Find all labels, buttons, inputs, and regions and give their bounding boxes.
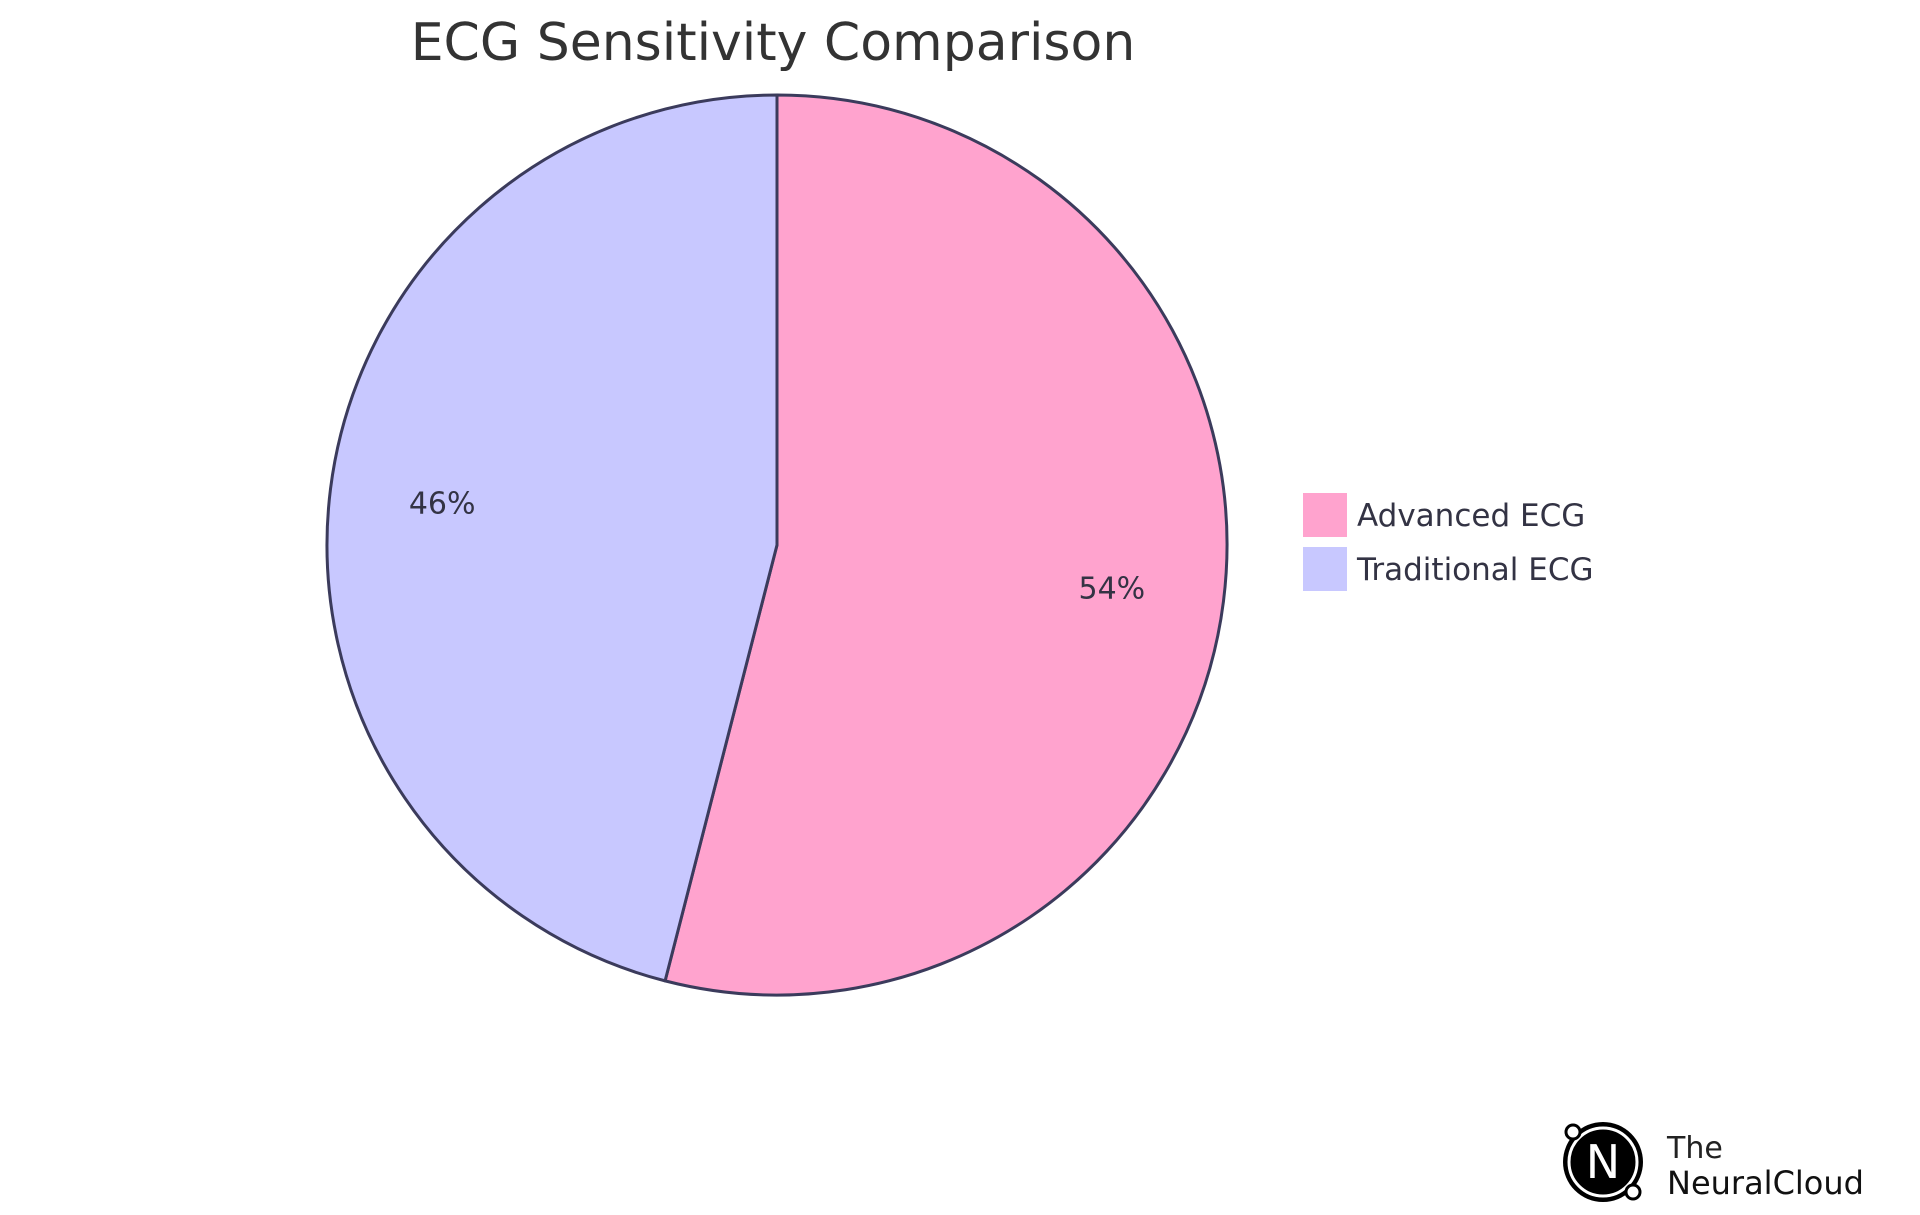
legend-label-traditional-ecg: Traditional ECG <box>1356 552 1594 588</box>
chart-title: ECG Sensitivity Comparison <box>411 13 1136 73</box>
logo-text-name: NeuralCloud <box>1667 1164 1864 1202</box>
pie-slice-traditional-ecg <box>325 93 779 983</box>
neuralcloud-logo-icon: N <box>1563 1122 1643 1202</box>
logo-text-the: The <box>1666 1131 1723 1166</box>
legend-swatch-traditional-ecg <box>1303 547 1347 591</box>
legend-label-advanced-ecg: Advanced ECG <box>1357 498 1585 534</box>
legend: Advanced ECG Traditional ECG <box>1303 493 1594 591</box>
pie-slice-labels: 54% 46% <box>409 487 1145 607</box>
logo-mark: N <box>1586 1135 1620 1189</box>
pie-slices <box>325 93 1229 997</box>
legend-swatch-advanced-ecg <box>1303 493 1347 537</box>
slice-label-traditional-ecg: 46% <box>409 487 476 522</box>
pie-slice-advanced-ecg <box>663 93 1229 997</box>
brand-logo: N The NeuralCloud <box>1563 1122 1864 1202</box>
slice-label-advanced-ecg: 54% <box>1078 571 1145 606</box>
